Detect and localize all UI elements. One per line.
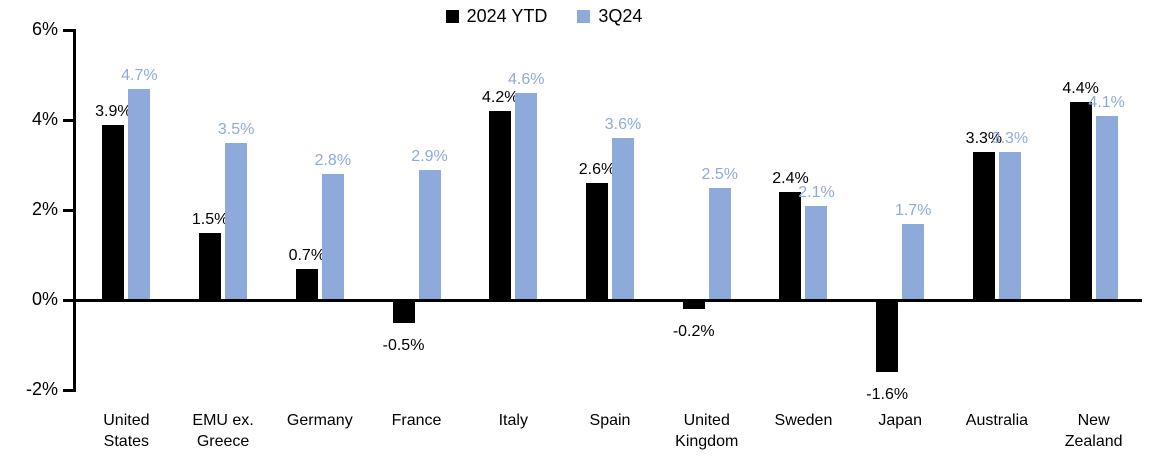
legend-swatch-icon: [577, 10, 591, 23]
bar-2024-ytd: [489, 111, 512, 300]
y-axis-tick: [63, 388, 76, 392]
bar-3q24: [612, 138, 634, 300]
x-axis-category-label: New Zealand: [1064, 412, 1123, 451]
x-axis-category-label: Australia: [965, 412, 1029, 429]
bar-2024-ytd: [682, 300, 705, 309]
data-label: 2.8%: [314, 152, 352, 169]
data-label: 3.5%: [217, 120, 255, 138]
x-axis-category-label: EMU ex. Greece: [192, 412, 254, 451]
bar-3q24: [998, 151, 1021, 300]
legend-item-2024-ytd: 2024 YTD: [445, 6, 548, 27]
data-label: -1.6%: [866, 386, 909, 403]
data-label: 4.7%: [121, 66, 158, 84]
bar-3q24: [225, 142, 248, 300]
bar-3q24: [515, 93, 538, 300]
bar-2024-ytd: [199, 232, 222, 300]
y-axis-tick: [63, 118, 76, 122]
bar-3q24: [321, 174, 344, 300]
legend-label: 3Q24: [598, 6, 643, 26]
x-axis-category-label: Japan: [878, 412, 922, 429]
bar-2024-ytd: [972, 151, 995, 300]
data-label: 1.5%: [191, 210, 229, 228]
bar-3q24: [1095, 115, 1118, 300]
data-label: 3.3%: [965, 129, 1003, 147]
data-label: 2.4%: [772, 170, 809, 187]
bar-3q24: [128, 88, 151, 300]
bar-3q24: [418, 169, 441, 300]
chart-legend: 2024 YTD 3Q24: [0, 6, 1120, 27]
data-label: 4.2%: [482, 89, 519, 106]
bar-2024-ytd: [1069, 102, 1092, 300]
y-axis-tick-label: 2%: [31, 199, 58, 219]
data-label: 3.9%: [95, 102, 132, 120]
y-axis-tick-label: 6%: [31, 19, 58, 39]
bar-3q24: [708, 187, 731, 300]
bar-3q24: [805, 205, 828, 300]
x-axis-category-label: United States: [103, 412, 150, 451]
bar-3q24: [902, 223, 925, 300]
bar-2024-ytd: [392, 300, 415, 323]
bar-2024-ytd: [876, 300, 899, 372]
legend-swatch-icon: [445, 10, 459, 23]
data-label: 4.1%: [1088, 93, 1125, 111]
bar-2024-ytd: [779, 192, 802, 300]
data-label: 3.6%: [604, 116, 642, 133]
data-label: 4.6%: [508, 71, 545, 88]
x-axis-category-label: Sweden: [774, 412, 833, 429]
zero-baseline: [73, 298, 1142, 302]
bar-2024-ytd: [295, 268, 318, 300]
data-label: 1.7%: [894, 201, 932, 219]
x-axis-category-label: France: [391, 412, 442, 429]
x-axis-category-label: Germany: [286, 412, 353, 429]
y-axis-tick: [63, 298, 76, 302]
data-label: 2.5%: [701, 165, 738, 183]
x-axis-category-label: Italy: [498, 412, 528, 429]
y-axis-tick-label: 0%: [31, 289, 58, 309]
data-label: 0.7%: [288, 246, 326, 264]
data-label: 2.6%: [578, 161, 616, 178]
data-label: -0.2%: [672, 323, 715, 340]
bar-2024-ytd: [102, 124, 125, 300]
legend-label: 2024 YTD: [466, 6, 548, 26]
data-label: 4.4%: [1062, 80, 1099, 97]
data-label: 2.1%: [798, 183, 835, 201]
y-axis-tick-label: 4%: [31, 109, 58, 129]
y-axis-tick: [63, 208, 76, 212]
y-axis-tick-label: -2%: [25, 379, 58, 399]
bar-2024-ytd: [586, 183, 608, 300]
data-label: 2.9%: [411, 147, 448, 165]
x-axis-category-label: Spain: [589, 412, 631, 429]
y-axis-tick: [63, 28, 76, 32]
legend-item-3q24: 3Q24: [577, 6, 642, 27]
x-axis-category-label: United Kingdom: [675, 412, 739, 451]
data-label: 3.3%: [991, 129, 1029, 147]
data-label: -0.5%: [382, 336, 425, 354]
